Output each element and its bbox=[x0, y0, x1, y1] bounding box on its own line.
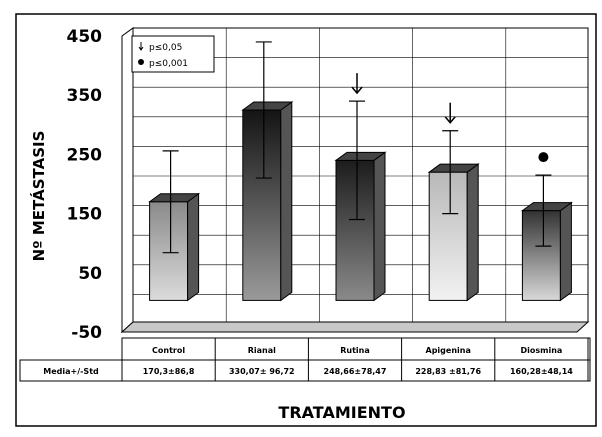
y-tick-label: 350 bbox=[67, 86, 103, 106]
legend: p≤0,05 p≤0,001 bbox=[131, 35, 215, 73]
plot-side-wall bbox=[121, 27, 134, 334]
bar-top bbox=[427, 163, 480, 173]
significance-arrow-head bbox=[444, 116, 456, 124]
bar-side bbox=[373, 151, 386, 302]
bar-top bbox=[148, 193, 201, 203]
y-axis: 450 350 250 150 50 -50 bbox=[67, 27, 123, 343]
legend-box bbox=[131, 35, 215, 73]
table-value: 330,07± 96,72 bbox=[229, 367, 295, 376]
y-tick-label: 250 bbox=[67, 145, 103, 165]
category-label: Rutina bbox=[340, 346, 370, 355]
category-label: Rianal bbox=[248, 346, 276, 355]
bar-front bbox=[428, 171, 468, 301]
plot-floor bbox=[120, 321, 590, 333]
bar-side bbox=[466, 163, 479, 302]
table-value: 160,28±48,14 bbox=[510, 367, 573, 376]
legend-label: p≤0,001 bbox=[149, 59, 188, 69]
table-value: 170,3±86,8 bbox=[143, 367, 195, 376]
bar-front bbox=[242, 109, 282, 301]
bars-layer bbox=[148, 41, 573, 302]
category-label: Apigenina bbox=[426, 346, 471, 355]
bar-front bbox=[521, 210, 561, 301]
y-tick-label: -50 bbox=[71, 323, 102, 343]
table-row-label: Media+/-Std bbox=[43, 367, 99, 376]
bar-side bbox=[280, 101, 293, 302]
bar-front bbox=[335, 159, 375, 301]
category-label: Diosmina bbox=[520, 346, 562, 355]
table-value: 228,83 ±81,76 bbox=[415, 367, 481, 376]
bar-side bbox=[559, 201, 572, 302]
y-tick-label: 150 bbox=[67, 205, 103, 225]
bar-top bbox=[334, 151, 387, 161]
x-axis-label: TRATAMIENTO bbox=[278, 403, 405, 422]
legend-arrow-head bbox=[138, 46, 144, 51]
bar-front bbox=[149, 201, 189, 301]
y-tick-label: 450 bbox=[67, 27, 103, 47]
bar-top bbox=[520, 202, 573, 212]
data-table: Media+/-Std Control 170,3±86,8 Rianal 330,07… bbox=[19, 337, 591, 382]
legend-label: p≤0,05 bbox=[149, 43, 182, 53]
bar-top bbox=[241, 101, 294, 111]
bar-side bbox=[187, 192, 200, 302]
table-value: 248,66±78,47 bbox=[324, 367, 387, 376]
y-axis-label: Nº METÁSTASIS bbox=[29, 131, 48, 262]
legend-dot-icon bbox=[138, 59, 144, 65]
significance-dot bbox=[538, 152, 549, 163]
significance-arrow-head bbox=[351, 86, 363, 95]
category-label: Control bbox=[152, 346, 185, 355]
y-tick-label: 50 bbox=[78, 264, 102, 284]
